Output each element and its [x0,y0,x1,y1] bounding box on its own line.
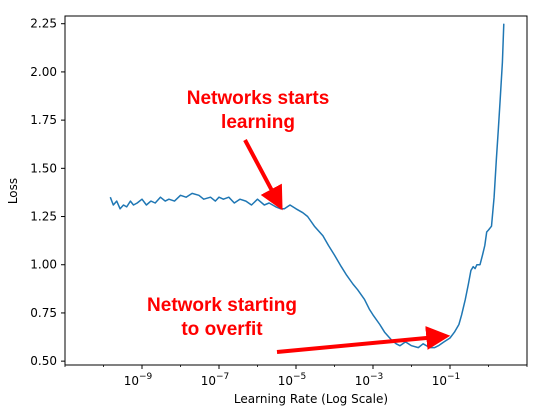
y-tick-label: 2.25 [30,17,57,31]
loss-series-line [109,23,505,349]
axes: 0.50 0.75 1.00 1.25 1.50 1.75 2.00 2.25 10−9 10−7… [30,15,528,388]
y-tick-label: 1.50 [30,161,57,175]
y-tick-label: 0.75 [30,306,57,320]
y-tick-label: 1.75 [30,113,57,127]
x-tick-label: 10−1 [432,372,461,388]
x-axis-label: Learning Rate (Log Scale) [234,392,388,406]
y-tick-label: 1.00 [30,258,57,272]
annotation-text: learning [221,112,295,133]
plot-area [109,23,505,349]
x-tick-label: 10−9 [124,372,153,388]
annotation-arrow [276,326,451,354]
y-tick-label: 2.00 [30,65,57,79]
x-tick-label: 10−7 [201,372,230,388]
annotation-text: to overfit [181,319,263,340]
x-tick-label: 10−5 [278,372,307,388]
x-tick-label: 10−3 [355,372,384,388]
annotation-text: Networks starts [187,88,330,109]
y-tick-label: 1.25 [30,210,57,224]
annotation-arrow [243,139,283,211]
annotation-text: Network starting [147,295,297,316]
y-tick-label: 0.50 [30,354,57,368]
y-axis-label: Loss [6,178,20,204]
annotations: Networks starts learning Network starting t… [147,88,451,354]
